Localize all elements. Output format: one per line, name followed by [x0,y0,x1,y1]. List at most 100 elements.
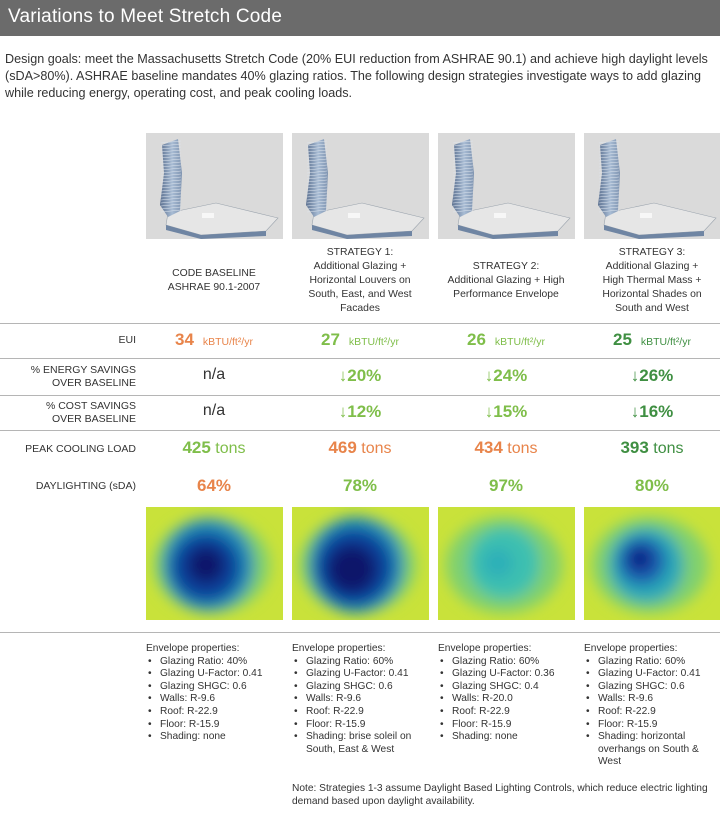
column-title-line: STRATEGY 3: [618,247,686,258]
eui-value: 25 kBTU/ft²/yr [579,330,720,350]
envelope-item: Glazing U-Factor: 0.36 [438,668,578,681]
column-title-line: Horizontal Shades on [602,289,702,300]
column-title-line: Facades [340,303,380,314]
divider [0,430,720,431]
eui-unit: kBTU/ft²/yr [202,336,253,348]
cost-savings-number: ↓12% [338,402,382,421]
envelope-item: Glazing U-Factor: 0.41 [584,668,720,681]
energy-savings-value: ↓20% [287,366,433,386]
envelope-properties-strategy-1: Envelope properties:Glazing Ratio: 60%Gl… [292,643,432,756]
divider [0,358,720,359]
column-title-line: STRATEGY 2: [472,261,540,272]
building-rendering-strategy-2 [438,133,575,239]
divider [0,632,720,633]
building-rendering-baseline [146,133,283,239]
envelope-item: Walls: R-9.6 [292,693,432,706]
daylight-map-strategy-2 [438,507,575,620]
cost-savings-number: ↓15% [484,402,528,421]
energy-savings-number: ↓26% [630,366,674,385]
eui-unit: kBTU/ft²/yr [494,336,545,348]
eui-value: 26 kBTU/ft²/yr [433,330,579,350]
peak-cooling-number: 434 [474,438,503,457]
envelope-item: Shading: horizontal overhangs on South &… [584,731,720,769]
heatmap-illustration [584,507,720,620]
daylight-map-strategy-3 [584,507,720,620]
eui-number: 26 [467,330,486,349]
envelope-item: Floor: R-15.9 [146,719,286,732]
envelope-item: Floor: R-15.9 [292,719,432,732]
daylighting-number: 97% [488,476,524,495]
column-title-strategy-3: STRATEGY 3: Additional Glazing + High Ther… [579,240,720,322]
peak-cooling-number: 425 [182,438,211,457]
envelope-item: Glazing SHGC: 0.4 [438,681,578,694]
daylighting-value: 78% [287,476,433,496]
envelope-item: Roof: R-22.9 [292,706,432,719]
row-label-cost-savings: % COST SAVINGS OVER BASELINE [0,400,136,426]
envelope-item: Glazing SHGC: 0.6 [292,681,432,694]
envelope-item: Glazing U-Factor: 0.41 [292,668,432,681]
envelope-item: Glazing Ratio: 60% [584,656,720,669]
cost-savings-value: ↓15% [433,402,579,422]
energy-savings-number: ↓20% [338,366,382,385]
peak-cooling-unit: tons [653,440,684,457]
envelope-item: Walls: R-9.6 [146,693,286,706]
footnote: Note: Strategies 1-3 assume Daylight Bas… [292,783,708,807]
envelope-item: Shading: brise soleil on South, East & W… [292,731,432,756]
heatmap-illustration [438,507,575,620]
column-title-line: High Thermal Mass + [602,275,702,286]
daylight-map-strategy-1 [292,507,429,620]
peak-cooling-value: 434 tons [433,438,579,458]
column-title-line: Additional Glazing + [605,261,699,272]
envelope-item: Glazing Ratio: 40% [146,656,286,669]
column-title-line: Additional Glazing + [313,261,407,272]
peak-cooling-unit: tons [507,440,538,457]
column-title-line: Performance Envelope [453,289,559,300]
row-label-line: OVER BASELINE [51,413,136,425]
envelope-list: Glazing Ratio: 40%Glazing U-Factor: 0.41… [146,656,286,744]
energy-savings-value: ↓26% [579,366,720,386]
energy-savings-value: ↓24% [433,366,579,386]
daylighting-number: 64% [196,476,232,495]
envelope-heading: Envelope properties: [146,643,240,654]
envelope-list: Glazing Ratio: 60%Glazing U-Factor: 0.41… [292,656,432,757]
eui-unit: kBTU/ft²/yr [640,336,691,348]
heatmap-illustration [292,507,429,620]
eui-number: 25 [613,330,632,349]
divider [0,395,720,396]
daylighting-value: 64% [141,476,287,496]
envelope-properties-strategy-2: Envelope properties:Glazing Ratio: 60%Gl… [438,643,578,744]
envelope-item: Walls: R-9.6 [584,693,720,706]
divider [0,323,720,324]
cost-savings-value: n/a [141,402,287,420]
daylighting-number: 80% [634,476,670,495]
column-title-line: South and West [615,303,689,314]
page-title: Variations to Meet Stretch Code [8,6,283,27]
eui-unit: kBTU/ft²/yr [348,336,399,348]
daylight-map-baseline [146,507,283,620]
eui-number: 27 [321,330,340,349]
envelope-item: Shading: none [438,731,578,744]
envelope-item: Roof: R-22.9 [146,706,286,719]
row-label-line: % ENERGY SAVINGS [30,364,136,376]
title-bar: Variations to Meet Stretch Code [0,0,720,36]
envelope-properties-strategy-3: Envelope properties:Glazing Ratio: 60%Gl… [584,643,720,769]
envelope-item: Roof: R-22.9 [438,706,578,719]
envelope-item: Roof: R-22.9 [584,706,720,719]
envelope-properties-baseline: Envelope properties: Glazing Ratio: 40%Gl… [146,643,286,744]
cost-savings-number: n/a [202,402,226,419]
intro-text: Design goals: meet the Massachusetts Str… [5,52,708,100]
envelope-item: Glazing SHGC: 0.6 [584,681,720,694]
peak-cooling-value: 393 tons [579,438,720,458]
column-title-baseline: CODE BASELINE ASHRAE 90.1-2007 [141,240,287,322]
column-title-line: ASHRAE 90.1-2007 [167,282,261,293]
column-title-strategy-2: STRATEGY 2: Additional Glazing + High Perf… [433,240,579,322]
peak-cooling-number: 469 [328,438,357,457]
envelope-item: Floor: R-15.9 [438,719,578,732]
eui-number: 34 [175,330,194,349]
tower-illustration [146,133,283,239]
peak-cooling-value: 469 tons [287,438,433,458]
building-rendering-strategy-1 [292,133,429,239]
peak-cooling-value: 425 tons [141,438,287,458]
column-title-line: STRATEGY 1: [326,247,394,258]
cost-savings-number: ↓16% [630,402,674,421]
